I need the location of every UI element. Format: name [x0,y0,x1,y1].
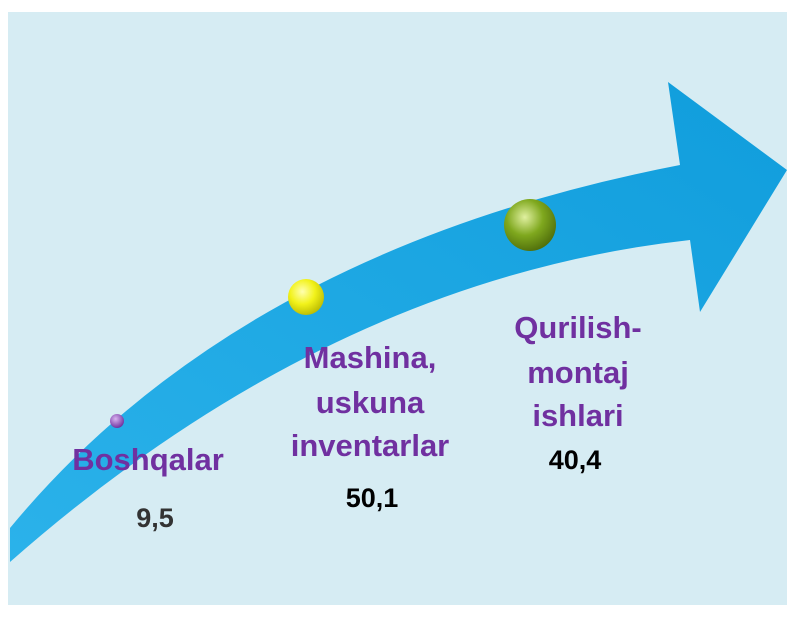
item-label: Boshqalar [72,442,224,477]
labels: Boshqalar 9,5 Mashina, uskuna inventarlar 50,… [72,310,642,533]
item-label: Mashina, [304,340,437,375]
item-label: montaj [527,355,629,390]
item-value: 50,1 [346,483,399,513]
item-value: 9,5 [136,503,174,533]
item-label: Qurilish- [514,310,641,345]
dot [288,279,324,315]
item-label: ishlari [532,398,623,433]
item-label: inventarlar [291,428,450,463]
item-label: uskuna [316,385,425,420]
item-value: 40,4 [549,445,602,475]
dot [504,199,556,251]
arrow [10,82,787,562]
dot [110,414,124,428]
